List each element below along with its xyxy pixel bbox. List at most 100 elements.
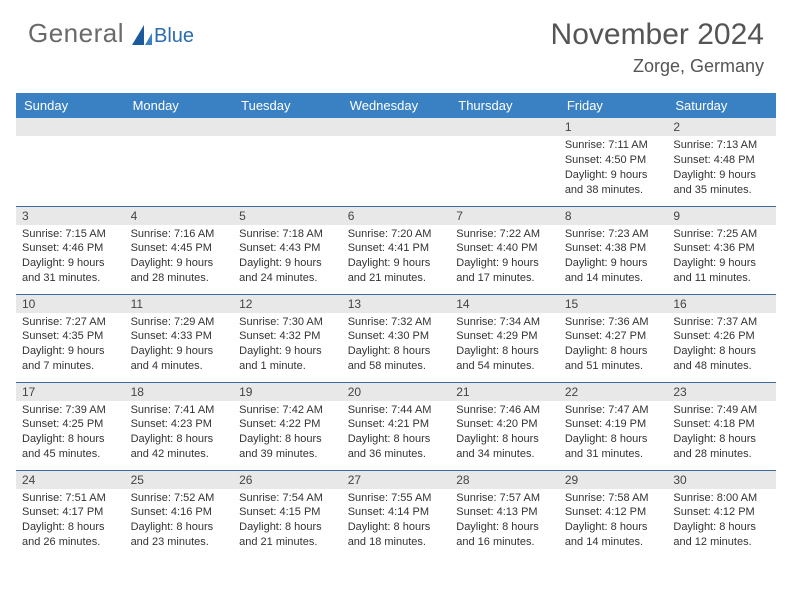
day-line-d2: and 14 minutes.	[565, 535, 662, 550]
daynum-bar-empty	[125, 118, 234, 136]
day-line-d1: Daylight: 8 hours	[131, 520, 228, 535]
daynum-bar-empty	[450, 118, 559, 136]
daynum-bar: 8	[559, 207, 668, 225]
day-line-sr: Sunrise: 7:54 AM	[239, 491, 336, 506]
day-line-sr: Sunrise: 7:22 AM	[456, 227, 553, 242]
day-line-sr: Sunrise: 7:37 AM	[673, 315, 770, 330]
day-line-ss: Sunset: 4:45 PM	[131, 241, 228, 256]
day-line-d1: Daylight: 8 hours	[456, 520, 553, 535]
day-content: Sunrise: 7:41 AMSunset: 4:23 PMDaylight:…	[125, 401, 234, 466]
day-line-sr: Sunrise: 8:00 AM	[673, 491, 770, 506]
weekday-header: Friday	[559, 93, 668, 118]
day-cell: 10Sunrise: 7:27 AMSunset: 4:35 PMDayligh…	[16, 294, 125, 382]
day-content: Sunrise: 7:54 AMSunset: 4:15 PMDaylight:…	[233, 489, 342, 554]
day-content: Sunrise: 7:34 AMSunset: 4:29 PMDaylight:…	[450, 313, 559, 378]
day-cell: 3Sunrise: 7:15 AMSunset: 4:46 PMDaylight…	[16, 206, 125, 294]
day-line-d2: and 14 minutes.	[565, 271, 662, 286]
day-line-d2: and 7 minutes.	[22, 359, 119, 374]
day-line-d1: Daylight: 9 hours	[22, 344, 119, 359]
day-line-sr: Sunrise: 7:47 AM	[565, 403, 662, 418]
day-line-d2: and 21 minutes.	[348, 271, 445, 286]
day-line-sr: Sunrise: 7:25 AM	[673, 227, 770, 242]
day-content: Sunrise: 7:29 AMSunset: 4:33 PMDaylight:…	[125, 313, 234, 378]
day-cell: 27Sunrise: 7:55 AMSunset: 4:14 PMDayligh…	[342, 470, 451, 558]
day-line-d2: and 24 minutes.	[239, 271, 336, 286]
day-cell: 8Sunrise: 7:23 AMSunset: 4:38 PMDaylight…	[559, 206, 668, 294]
calendar-table: SundayMondayTuesdayWednesdayThursdayFrid…	[16, 93, 776, 558]
day-line-d2: and 58 minutes.	[348, 359, 445, 374]
day-line-d1: Daylight: 8 hours	[22, 432, 119, 447]
day-line-ss: Sunset: 4:35 PM	[22, 329, 119, 344]
day-line-d1: Daylight: 8 hours	[565, 344, 662, 359]
day-line-sr: Sunrise: 7:41 AM	[131, 403, 228, 418]
day-content: Sunrise: 7:47 AMSunset: 4:19 PMDaylight:…	[559, 401, 668, 466]
day-line-ss: Sunset: 4:30 PM	[348, 329, 445, 344]
daynum-bar: 13	[342, 295, 451, 313]
day-cell: 9Sunrise: 7:25 AMSunset: 4:36 PMDaylight…	[667, 206, 776, 294]
day-content: Sunrise: 7:49 AMSunset: 4:18 PMDaylight:…	[667, 401, 776, 466]
day-line-ss: Sunset: 4:29 PM	[456, 329, 553, 344]
day-line-d2: and 35 minutes.	[673, 183, 770, 198]
day-content: Sunrise: 7:55 AMSunset: 4:14 PMDaylight:…	[342, 489, 451, 554]
day-line-d2: and 26 minutes.	[22, 535, 119, 550]
daynum-bar: 30	[667, 471, 776, 489]
day-cell: 2Sunrise: 7:13 AMSunset: 4:48 PMDaylight…	[667, 118, 776, 206]
day-line-d2: and 31 minutes.	[22, 271, 119, 286]
day-cell: 21Sunrise: 7:46 AMSunset: 4:20 PMDayligh…	[450, 382, 559, 470]
day-line-ss: Sunset: 4:21 PM	[348, 417, 445, 432]
empty-cell	[342, 118, 451, 206]
day-line-d2: and 36 minutes.	[348, 447, 445, 462]
daynum-bar: 25	[125, 471, 234, 489]
day-line-d2: and 51 minutes.	[565, 359, 662, 374]
day-cell: 15Sunrise: 7:36 AMSunset: 4:27 PMDayligh…	[559, 294, 668, 382]
day-cell: 22Sunrise: 7:47 AMSunset: 4:19 PMDayligh…	[559, 382, 668, 470]
day-cell: 1Sunrise: 7:11 AMSunset: 4:50 PMDaylight…	[559, 118, 668, 206]
empty-cell	[125, 118, 234, 206]
calendar-head: SundayMondayTuesdayWednesdayThursdayFrid…	[16, 93, 776, 118]
daynum-bar-empty	[233, 118, 342, 136]
daynum-bar: 19	[233, 383, 342, 401]
location-label: Zorge, Germany	[551, 56, 764, 77]
day-cell: 5Sunrise: 7:18 AMSunset: 4:43 PMDaylight…	[233, 206, 342, 294]
day-line-ss: Sunset: 4:46 PM	[22, 241, 119, 256]
daynum-bar: 17	[16, 383, 125, 401]
daynum-bar: 5	[233, 207, 342, 225]
weekday-header: Tuesday	[233, 93, 342, 118]
day-line-sr: Sunrise: 7:32 AM	[348, 315, 445, 330]
daynum-bar: 11	[125, 295, 234, 313]
day-line-d2: and 28 minutes.	[673, 447, 770, 462]
day-line-d1: Daylight: 8 hours	[565, 520, 662, 535]
day-line-ss: Sunset: 4:15 PM	[239, 505, 336, 520]
day-line-ss: Sunset: 4:22 PM	[239, 417, 336, 432]
day-line-d2: and 17 minutes.	[456, 271, 553, 286]
daynum-bar: 20	[342, 383, 451, 401]
day-content: Sunrise: 7:22 AMSunset: 4:40 PMDaylight:…	[450, 225, 559, 290]
day-cell: 11Sunrise: 7:29 AMSunset: 4:33 PMDayligh…	[125, 294, 234, 382]
day-line-ss: Sunset: 4:19 PM	[565, 417, 662, 432]
day-line-sr: Sunrise: 7:52 AM	[131, 491, 228, 506]
daynum-bar: 14	[450, 295, 559, 313]
day-line-sr: Sunrise: 7:34 AM	[456, 315, 553, 330]
daynum-bar: 2	[667, 118, 776, 136]
day-line-sr: Sunrise: 7:36 AM	[565, 315, 662, 330]
empty-cell	[233, 118, 342, 206]
day-content: Sunrise: 7:16 AMSunset: 4:45 PMDaylight:…	[125, 225, 234, 290]
day-line-d1: Daylight: 9 hours	[456, 256, 553, 271]
day-line-ss: Sunset: 4:33 PM	[131, 329, 228, 344]
day-content: Sunrise: 7:52 AMSunset: 4:16 PMDaylight:…	[125, 489, 234, 554]
day-line-d1: Daylight: 8 hours	[673, 344, 770, 359]
day-line-ss: Sunset: 4:36 PM	[673, 241, 770, 256]
day-line-d2: and 21 minutes.	[239, 535, 336, 550]
day-content: Sunrise: 7:25 AMSunset: 4:36 PMDaylight:…	[667, 225, 776, 290]
daynum-bar: 3	[16, 207, 125, 225]
day-line-d1: Daylight: 9 hours	[565, 168, 662, 183]
day-line-d2: and 34 minutes.	[456, 447, 553, 462]
day-line-ss: Sunset: 4:32 PM	[239, 329, 336, 344]
day-cell: 23Sunrise: 7:49 AMSunset: 4:18 PMDayligh…	[667, 382, 776, 470]
day-content: Sunrise: 7:20 AMSunset: 4:41 PMDaylight:…	[342, 225, 451, 290]
day-line-d1: Daylight: 8 hours	[565, 432, 662, 447]
day-line-d1: Daylight: 8 hours	[456, 432, 553, 447]
day-cell: 7Sunrise: 7:22 AMSunset: 4:40 PMDaylight…	[450, 206, 559, 294]
day-line-sr: Sunrise: 7:55 AM	[348, 491, 445, 506]
day-content: Sunrise: 7:39 AMSunset: 4:25 PMDaylight:…	[16, 401, 125, 466]
